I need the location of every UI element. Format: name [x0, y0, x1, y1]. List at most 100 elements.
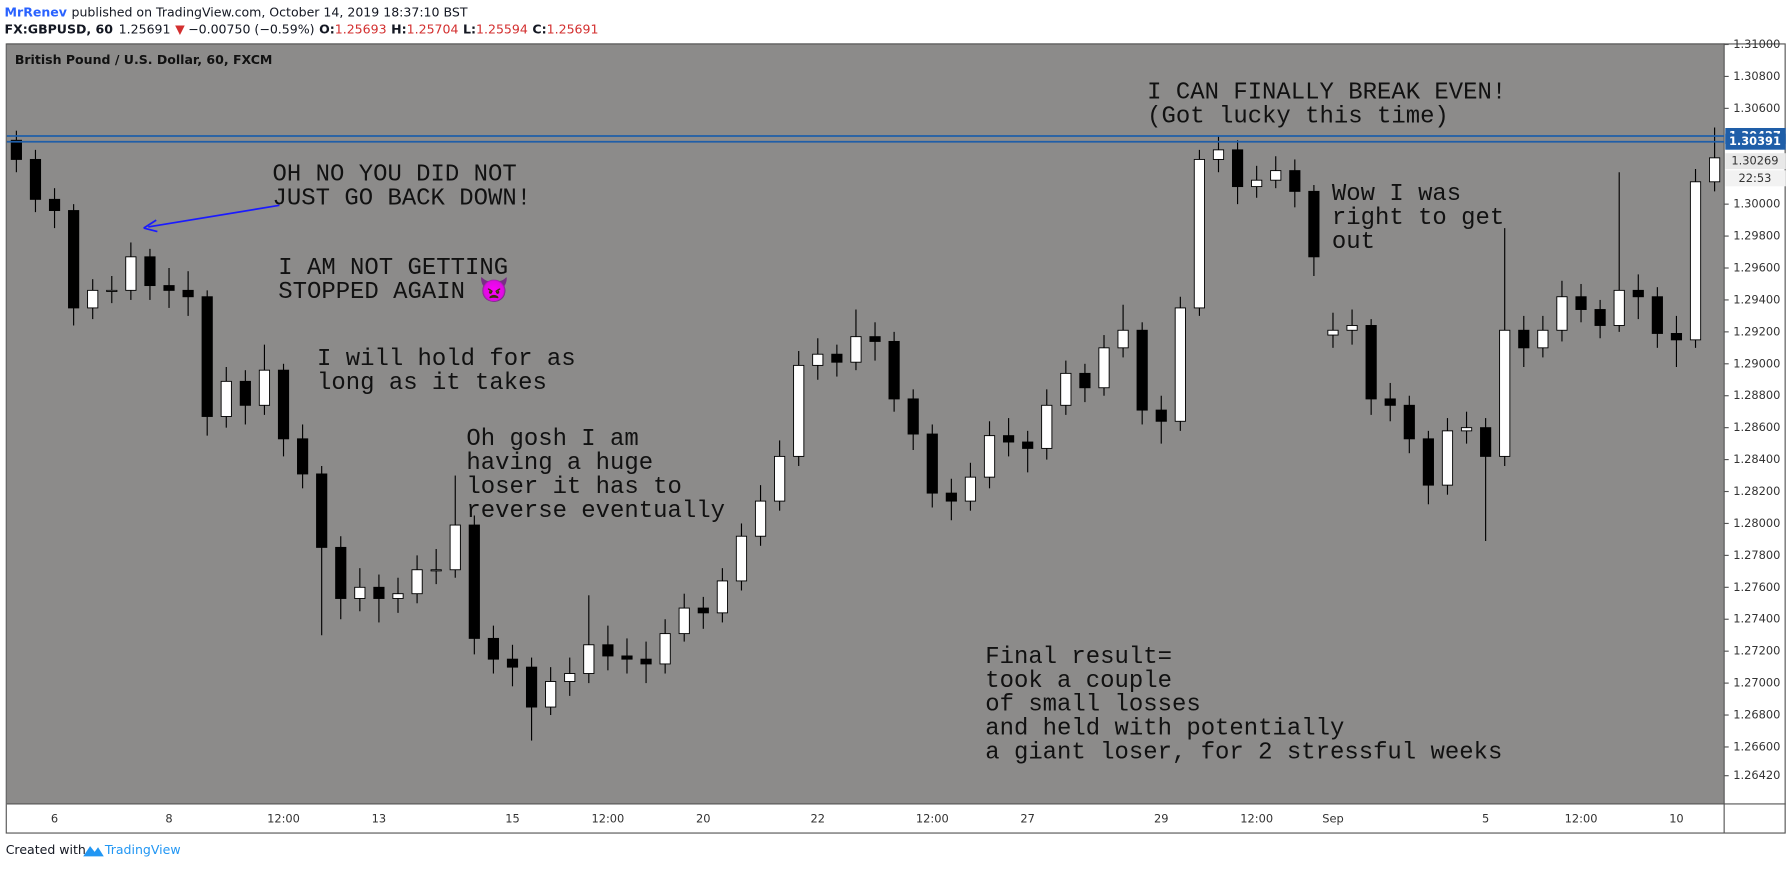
candle-body — [1003, 435, 1015, 443]
x-tick-label: 5 — [1482, 811, 1489, 825]
candle-body — [869, 336, 881, 342]
candle-body — [1384, 398, 1396, 406]
annotation-line: of small losses — [985, 692, 1200, 719]
annotation-line: long as it takes — [317, 371, 547, 398]
candle-body — [602, 644, 614, 657]
candle-body — [697, 607, 709, 614]
candle-body — [1041, 404, 1053, 449]
candle-body — [1231, 149, 1244, 188]
symbol: FX:GBPUSD, 60 — [5, 21, 114, 36]
annotation-line: took a couple — [985, 668, 1172, 695]
change: −0.00750 (−0.59%) — [188, 21, 314, 36]
last-price-badge — [1725, 153, 1786, 170]
candle-body — [774, 455, 786, 502]
candle-body — [1518, 329, 1530, 349]
candle-body — [1098, 347, 1110, 389]
candle-body — [907, 398, 919, 435]
candle-body — [1136, 329, 1148, 411]
annotation: Wow I was right to get out — [1332, 181, 1504, 256]
author[interactable]: MrRenev — [5, 4, 67, 19]
candle-body — [258, 369, 271, 406]
y-tick-label: 1.30600 — [1733, 101, 1780, 115]
candle-body — [621, 655, 633, 660]
ohlc-label: O: — [319, 21, 335, 36]
candle-body — [1060, 372, 1072, 406]
candle-body — [297, 438, 309, 475]
candle-body — [754, 500, 767, 537]
candle-body — [678, 607, 690, 635]
annotation: Final result= took a couple of small losse… — [985, 644, 1502, 767]
y-tick-label: 1.30800 — [1733, 69, 1780, 83]
y-tick-label: 1.28800 — [1733, 388, 1780, 402]
y-tick-label: 1.27800 — [1733, 548, 1780, 562]
countdown-badge — [1725, 170, 1786, 187]
x-tick-label: 15 — [505, 811, 520, 825]
annotation-line: I AM NOT GETTING — [278, 255, 508, 282]
annotation-line: Final result= — [985, 644, 1172, 671]
annotation-line: out — [1332, 229, 1375, 256]
candle-body — [1709, 157, 1721, 183]
annotation-line: loser it has to — [466, 474, 681, 501]
annotation-line: right to get — [1332, 205, 1504, 232]
countdown-label: 22:53 — [1739, 171, 1772, 185]
candle-body — [1460, 427, 1473, 432]
candle-body — [392, 593, 404, 599]
candle-body — [926, 433, 938, 494]
header-line: MrRenev published on TradingView.com, Oct… — [5, 4, 468, 19]
candle-body — [220, 380, 232, 417]
y-tick-label: 1.27400 — [1733, 612, 1780, 626]
candle-body — [163, 285, 175, 291]
x-tick-label: 12:00 — [267, 811, 300, 825]
candle-body — [1193, 158, 1205, 309]
footer-brand[interactable]: TradingView — [104, 842, 181, 857]
candle-body — [411, 569, 423, 595]
candle-body — [1594, 309, 1606, 326]
candle-body — [449, 524, 461, 571]
candle-body — [1327, 329, 1339, 336]
y-tick-label: 1.28200 — [1733, 484, 1780, 498]
candle-body — [1251, 179, 1263, 188]
candle-body — [430, 569, 442, 572]
x-tick-label: 12:00 — [1240, 811, 1273, 825]
y-tick-label: 1.29000 — [1733, 356, 1780, 370]
candle-body — [468, 524, 480, 639]
candle-body — [564, 673, 576, 682]
candle-body — [335, 546, 347, 599]
annotation: I CAN FINALLY BREAK EVEN! (Got lucky this… — [1147, 80, 1506, 131]
y-tick-label: 1.29600 — [1733, 261, 1780, 275]
candle-body — [1289, 170, 1301, 192]
price-badge-label: 1.30391 — [1729, 134, 1781, 148]
annotation-line: STOPPED AGAIN 👿 — [278, 277, 509, 306]
candle-body — [964, 476, 977, 502]
x-tick-label: 10 — [1669, 811, 1684, 825]
candle-body — [812, 353, 824, 366]
price-axis — [1724, 43, 1786, 804]
y-tick-label: 1.27000 — [1733, 676, 1780, 690]
candle-body — [1651, 296, 1663, 334]
y-tick-label: 1.29800 — [1733, 229, 1780, 243]
price-badge — [1725, 133, 1786, 150]
candle-body — [125, 256, 137, 291]
annotation-line: OH NO YOU DID NOT — [273, 162, 517, 189]
candle-body — [545, 681, 557, 708]
x-tick-label: 8 — [165, 811, 172, 825]
candle-body — [640, 658, 652, 665]
candle-body — [583, 644, 595, 674]
y-tick-label: 1.28600 — [1733, 420, 1780, 434]
candle-body — [945, 492, 957, 502]
plot-area — [6, 43, 1725, 804]
candle-body — [354, 586, 366, 599]
candle-body — [29, 158, 42, 200]
y-tick-label: 1.29200 — [1733, 324, 1780, 338]
annotation-line: Wow I was — [1332, 181, 1461, 208]
annotation: OH NO YOU DID NOT JUST GO BACK DOWN! — [273, 162, 532, 213]
y-tick-label: 1.27200 — [1733, 644, 1780, 658]
candle-body — [793, 364, 805, 457]
candle-body — [1670, 333, 1683, 341]
y-tick-label: 1.29400 — [1733, 292, 1780, 306]
candle-body — [1365, 325, 1377, 400]
candle-body — [1174, 307, 1186, 422]
candle-body — [1575, 296, 1587, 310]
annotation-line: having a huge — [466, 450, 653, 477]
